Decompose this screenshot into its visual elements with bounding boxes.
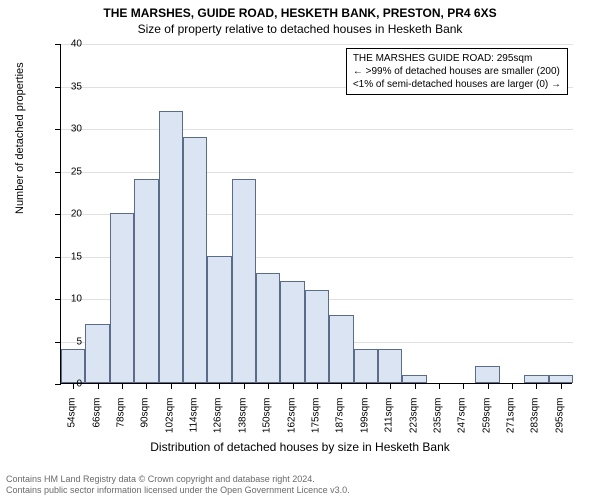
histogram-bar bbox=[378, 349, 402, 383]
x-tick bbox=[341, 383, 342, 389]
histogram-bar bbox=[207, 256, 231, 384]
histogram-bar bbox=[524, 375, 548, 384]
x-tick bbox=[390, 383, 391, 389]
x-tick bbox=[561, 383, 562, 389]
y-tick-label: 35 bbox=[52, 81, 82, 92]
y-axis-label: Number of detached properties bbox=[14, 62, 26, 214]
footer-line2: Contains public sector information licen… bbox=[6, 485, 594, 496]
x-tick-label: 187sqm bbox=[335, 398, 346, 458]
annotation-box: THE MARSHES GUIDE ROAD: 295sqm← >99% of … bbox=[346, 48, 568, 95]
annotation-line: THE MARSHES GUIDE ROAD: 295sqm bbox=[353, 52, 561, 65]
chart-area: THE MARSHES GUIDE ROAD: 295sqm← >99% of … bbox=[60, 44, 572, 384]
x-tick bbox=[293, 383, 294, 389]
histogram-bar bbox=[232, 179, 256, 383]
x-tick bbox=[244, 383, 245, 389]
histogram-bar bbox=[329, 315, 353, 383]
x-tick bbox=[439, 383, 440, 389]
x-tick bbox=[268, 383, 269, 389]
x-tick bbox=[415, 383, 416, 389]
histogram-bar bbox=[256, 273, 280, 384]
gridline bbox=[61, 44, 573, 45]
histogram-bar bbox=[280, 281, 304, 383]
annotation-line: ← >99% of detached houses are smaller (2… bbox=[353, 65, 561, 78]
histogram-bar bbox=[85, 324, 109, 384]
footer-attribution: Contains HM Land Registry data © Crown c… bbox=[6, 474, 594, 497]
chart-title-line2: Size of property relative to detached ho… bbox=[0, 20, 600, 36]
histogram-bar bbox=[354, 349, 378, 383]
x-tick-label: 90sqm bbox=[140, 398, 151, 458]
gridline bbox=[61, 172, 573, 173]
x-tick bbox=[512, 383, 513, 389]
x-tick-label: 102sqm bbox=[164, 398, 175, 458]
histogram-bar bbox=[134, 179, 158, 383]
x-tick bbox=[488, 383, 489, 389]
y-tick-label: 40 bbox=[52, 39, 82, 50]
histogram-bar bbox=[475, 366, 499, 383]
histogram-bar bbox=[110, 213, 134, 383]
x-tick-label: 271sqm bbox=[506, 398, 517, 458]
x-tick-label: 211sqm bbox=[384, 398, 395, 458]
gridline bbox=[61, 129, 573, 130]
x-tick bbox=[536, 383, 537, 389]
annotation-line: <1% of semi-detached houses are larger (… bbox=[353, 78, 561, 91]
y-tick-label: 15 bbox=[52, 251, 82, 262]
x-tick bbox=[195, 383, 196, 389]
histogram-bar bbox=[402, 375, 426, 384]
y-tick-label: 10 bbox=[52, 294, 82, 305]
x-tick-label: 150sqm bbox=[262, 398, 273, 458]
x-tick bbox=[463, 383, 464, 389]
x-tick bbox=[317, 383, 318, 389]
x-tick-label: 223sqm bbox=[408, 398, 419, 458]
chart-title-line1: THE MARSHES, GUIDE ROAD, HESKETH BANK, P… bbox=[0, 0, 600, 20]
y-tick-label: 0 bbox=[52, 379, 82, 390]
x-tick bbox=[219, 383, 220, 389]
x-tick-label: 199sqm bbox=[359, 398, 370, 458]
histogram-bar bbox=[305, 290, 329, 384]
x-tick-label: 138sqm bbox=[237, 398, 248, 458]
x-tick bbox=[146, 383, 147, 389]
x-tick-label: 235sqm bbox=[432, 398, 443, 458]
histogram-bar bbox=[549, 375, 573, 384]
footer-line1: Contains HM Land Registry data © Crown c… bbox=[6, 474, 594, 485]
histogram-bar bbox=[183, 137, 207, 384]
plot-area bbox=[60, 44, 572, 384]
x-tick-label: 114sqm bbox=[189, 398, 200, 458]
x-tick bbox=[171, 383, 172, 389]
x-tick-label: 126sqm bbox=[213, 398, 224, 458]
y-tick-label: 25 bbox=[52, 166, 82, 177]
y-tick-label: 20 bbox=[52, 209, 82, 220]
x-tick-label: 78sqm bbox=[115, 398, 126, 458]
x-tick-label: 54sqm bbox=[67, 398, 78, 458]
histogram-bar bbox=[159, 111, 183, 383]
x-tick bbox=[122, 383, 123, 389]
x-tick bbox=[98, 383, 99, 389]
x-tick bbox=[366, 383, 367, 389]
x-tick-label: 295sqm bbox=[554, 398, 565, 458]
y-tick-label: 5 bbox=[52, 336, 82, 347]
x-tick-label: 247sqm bbox=[457, 398, 468, 458]
x-tick-label: 283sqm bbox=[530, 398, 541, 458]
x-tick-label: 66sqm bbox=[91, 398, 102, 458]
x-tick-label: 162sqm bbox=[286, 398, 297, 458]
x-tick-label: 175sqm bbox=[311, 398, 322, 458]
y-tick-label: 30 bbox=[52, 124, 82, 135]
x-tick-label: 259sqm bbox=[481, 398, 492, 458]
